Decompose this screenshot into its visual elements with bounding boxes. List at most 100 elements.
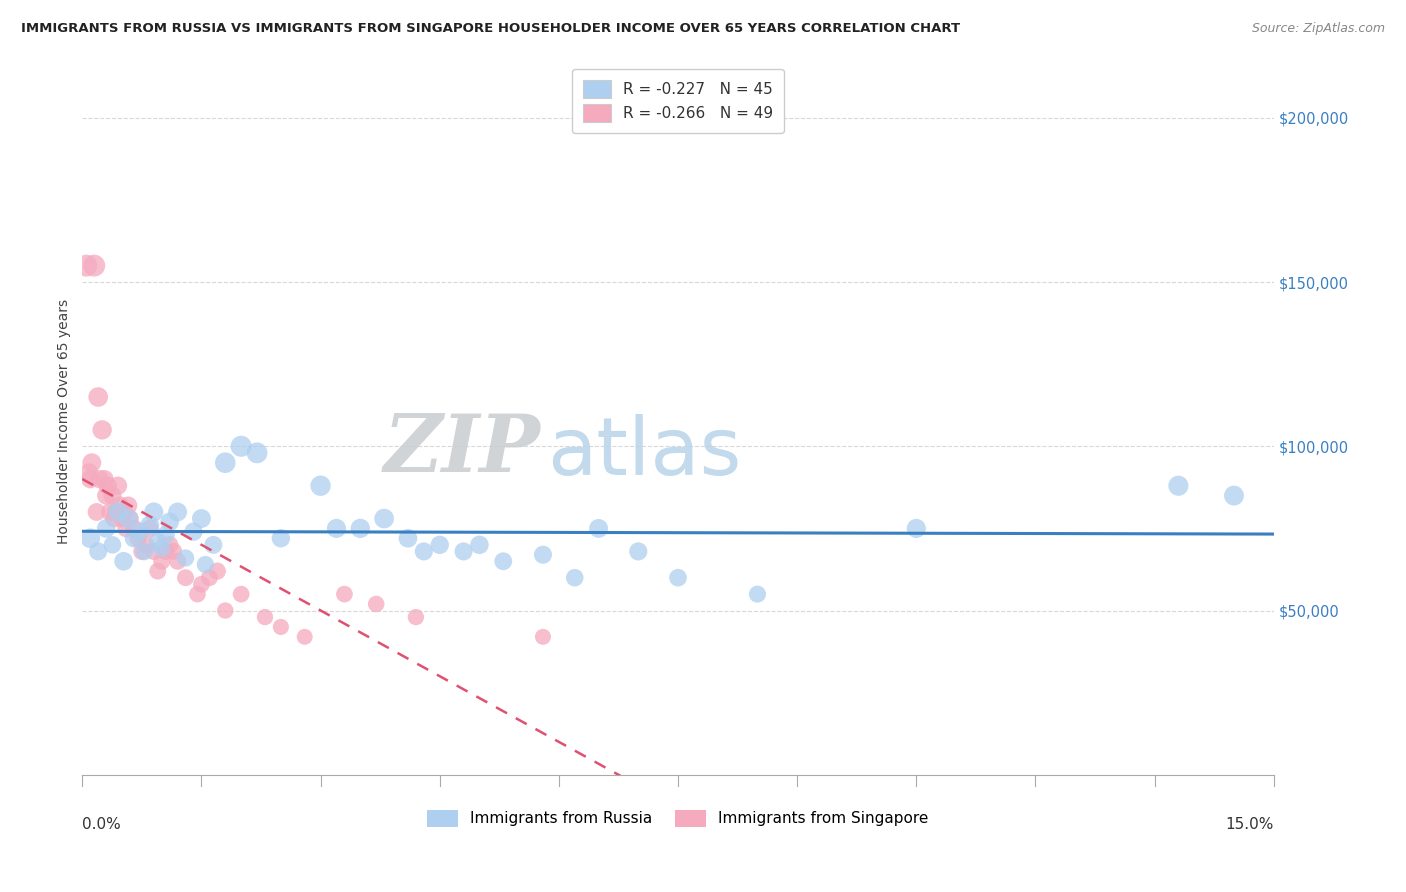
Point (87, 544, 110, 558)
Point (139, 518, 162, 533)
Point (112, 505, 135, 519)
Legend: Immigrants from Russia, Immigrants from Singapore: Immigrants from Russia, Immigrants from … (420, 802, 936, 834)
Point (112, 554, 135, 568)
Text: 15.0%: 15.0% (1226, 817, 1274, 832)
Point (453, 544, 475, 558)
Point (142, 505, 165, 519)
Point (150, 554, 173, 568)
Point (747, 587, 769, 601)
Point (429, 538, 451, 552)
Point (174, 571, 197, 585)
Point (396, 531, 419, 545)
Point (87, 390, 110, 404)
Point (122, 531, 145, 545)
Point (198, 571, 221, 585)
Point (531, 630, 554, 644)
Point (134, 544, 156, 558)
Point (214, 456, 236, 470)
Point (139, 521, 162, 535)
Point (135, 538, 157, 552)
Point (349, 521, 371, 535)
Point (253, 610, 276, 624)
Point (190, 577, 212, 591)
Point (97, 479, 120, 493)
Point (468, 538, 491, 552)
Point (104, 505, 127, 519)
Point (166, 554, 188, 568)
Point (309, 479, 332, 493)
Point (75, 259, 97, 273)
Point (412, 544, 434, 558)
Point (122, 521, 145, 535)
Point (270, 531, 292, 545)
Point (118, 511, 141, 525)
Point (155, 544, 177, 558)
Point (564, 571, 586, 585)
Text: Source: ZipAtlas.com: Source: ZipAtlas.com (1251, 22, 1385, 36)
Text: 0.0%: 0.0% (83, 817, 121, 832)
Point (83, 259, 105, 273)
Point (107, 505, 129, 519)
Text: atlas: atlas (547, 415, 741, 492)
Text: ZIP: ZIP (384, 411, 541, 489)
Point (159, 538, 181, 552)
Point (115, 521, 138, 535)
Point (231, 587, 253, 601)
Point (94, 489, 117, 503)
Point (366, 597, 388, 611)
Point (186, 587, 208, 601)
Point (174, 551, 197, 566)
Point (107, 479, 129, 493)
Point (110, 499, 132, 513)
Point (94, 521, 117, 535)
Point (588, 521, 610, 535)
Point (117, 511, 139, 525)
Point (333, 587, 356, 601)
Text: IMMIGRANTS FROM RUSSIA VS IMMIGRANTS FROM SINGAPORE HOUSEHOLDER INCOME OVER 65 Y: IMMIGRANTS FROM RUSSIA VS IMMIGRANTS FRO… (21, 22, 960, 36)
Point (128, 524, 150, 539)
Point (146, 564, 169, 578)
Point (101, 538, 124, 552)
Point (666, 571, 689, 585)
Point (150, 541, 173, 555)
Point (183, 524, 205, 539)
Point (202, 538, 225, 552)
Point (190, 511, 212, 525)
Point (127, 531, 149, 545)
Point (80, 456, 103, 470)
Point (159, 515, 181, 529)
Point (117, 499, 139, 513)
Point (162, 544, 184, 558)
Point (373, 511, 395, 525)
Point (93, 472, 115, 486)
Point (1167, 479, 1189, 493)
Point (146, 534, 169, 549)
Point (101, 489, 124, 503)
Point (86, 505, 108, 519)
Point (166, 505, 188, 519)
Point (142, 544, 165, 558)
Point (155, 528, 177, 542)
Point (325, 521, 347, 535)
Point (627, 544, 650, 558)
Point (492, 554, 515, 568)
Point (270, 620, 292, 634)
Point (1223, 489, 1246, 503)
Point (131, 544, 153, 558)
Point (194, 558, 217, 572)
Point (531, 548, 554, 562)
Point (98, 505, 121, 519)
Point (111, 511, 134, 525)
Point (77, 466, 100, 480)
Point (207, 564, 229, 578)
Point (103, 511, 125, 525)
Point (405, 610, 427, 624)
Point (91, 423, 114, 437)
Point (79, 472, 101, 486)
Y-axis label: Householder Income Over 65 years: Householder Income Over 65 years (58, 299, 72, 544)
Point (214, 603, 236, 617)
Point (79, 531, 101, 545)
Point (246, 446, 269, 460)
Point (231, 439, 253, 453)
Point (294, 630, 316, 644)
